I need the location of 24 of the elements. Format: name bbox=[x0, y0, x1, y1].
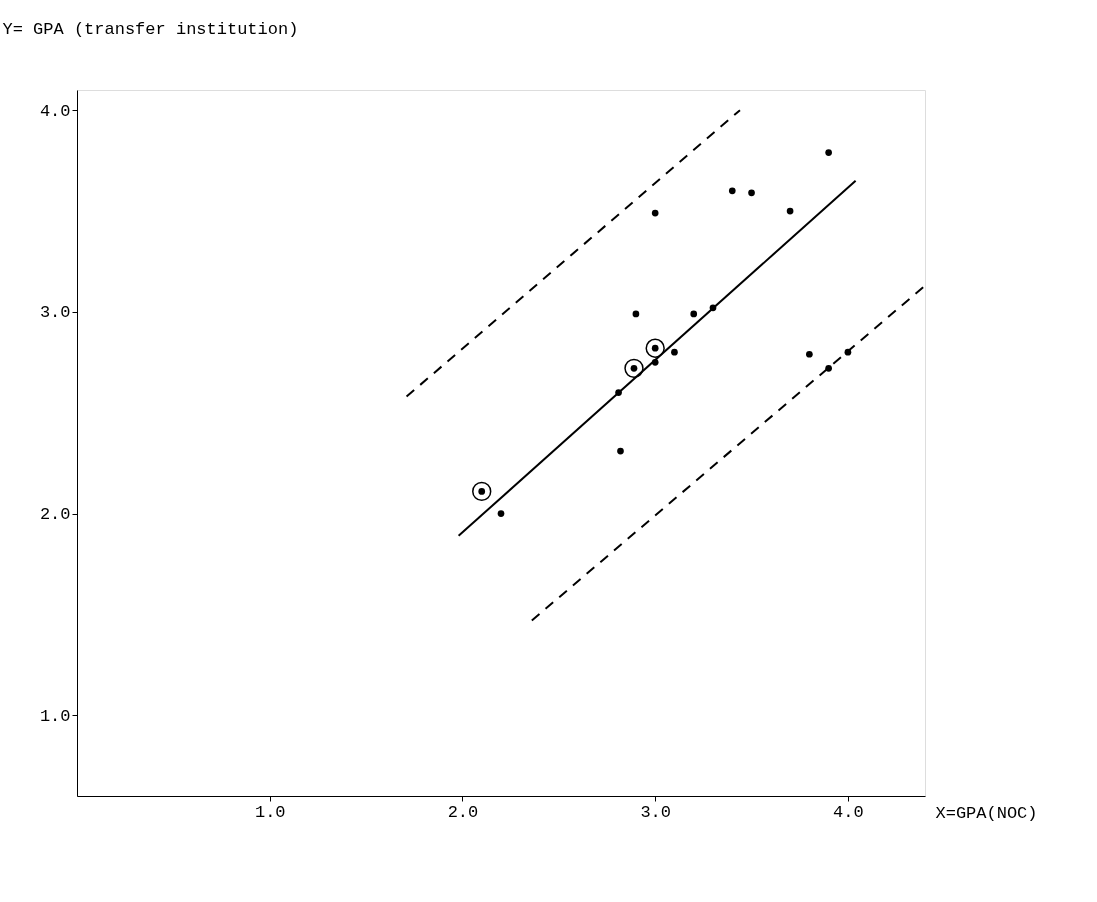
point bbox=[632, 310, 640, 318]
point bbox=[825, 149, 832, 156]
x-tick-label: 1.0 bbox=[254, 802, 286, 822]
point bbox=[651, 209, 659, 217]
x-tick-label: 4.0 bbox=[833, 802, 864, 822]
point bbox=[671, 348, 678, 356]
y-tick-label: 1.0 bbox=[39, 706, 71, 726]
point bbox=[748, 189, 755, 197]
point bbox=[645, 338, 665, 358]
y-axis-title: Y= GPA (transfer institution) bbox=[2, 19, 299, 39]
point bbox=[786, 207, 794, 215]
point bbox=[617, 447, 624, 455]
point bbox=[690, 310, 698, 318]
y-tick-label: 2.0 bbox=[39, 505, 71, 525]
point bbox=[728, 187, 736, 195]
y-tick-label: 4.0 bbox=[39, 101, 71, 121]
x-axis-title: X=GPA(NOC) bbox=[935, 803, 1038, 823]
x-tick-label: 2.0 bbox=[447, 802, 479, 822]
point bbox=[497, 510, 505, 517]
y-tick-label: 3.0 bbox=[39, 303, 71, 323]
x-tick-label: 3.0 bbox=[640, 802, 671, 822]
point bbox=[624, 358, 644, 379]
point bbox=[806, 350, 813, 358]
point bbox=[825, 365, 832, 372]
